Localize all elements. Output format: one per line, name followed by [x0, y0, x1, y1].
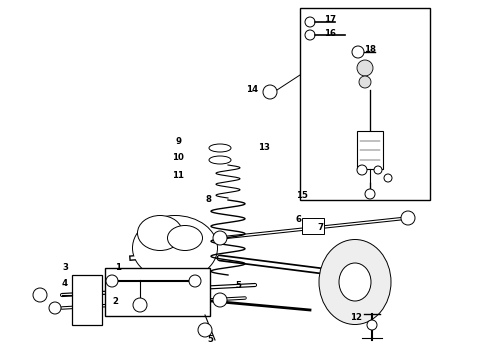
Bar: [105, 268, 210, 316]
Circle shape: [401, 211, 415, 225]
Circle shape: [133, 298, 147, 312]
Text: 17: 17: [324, 15, 336, 24]
Text: 2: 2: [112, 297, 118, 306]
Bar: [357, 131, 383, 169]
Ellipse shape: [339, 263, 371, 301]
Text: 13: 13: [258, 144, 270, 153]
Circle shape: [33, 288, 47, 302]
Text: 5: 5: [235, 280, 241, 289]
Circle shape: [367, 320, 377, 330]
Circle shape: [374, 166, 382, 174]
Text: 4: 4: [62, 279, 68, 288]
Text: 15: 15: [296, 192, 308, 201]
Text: 8: 8: [205, 195, 211, 204]
Circle shape: [49, 302, 61, 314]
Text: 3: 3: [62, 262, 68, 271]
Circle shape: [305, 30, 315, 40]
Ellipse shape: [138, 216, 182, 251]
Circle shape: [106, 275, 118, 287]
Circle shape: [189, 275, 201, 287]
Circle shape: [198, 323, 212, 337]
Ellipse shape: [209, 144, 231, 152]
Circle shape: [213, 231, 227, 245]
Circle shape: [357, 60, 373, 76]
Text: 9: 9: [175, 138, 181, 147]
Circle shape: [365, 189, 375, 199]
Text: 11: 11: [172, 171, 184, 180]
Ellipse shape: [319, 239, 391, 324]
Text: 5: 5: [207, 336, 213, 345]
Circle shape: [263, 85, 277, 99]
Text: 16: 16: [324, 30, 336, 39]
Bar: [300, 8, 430, 200]
Bar: [302, 218, 324, 234]
Text: 1: 1: [115, 264, 121, 273]
Text: 10: 10: [172, 153, 184, 162]
Ellipse shape: [209, 156, 231, 164]
Ellipse shape: [168, 225, 202, 251]
Text: 7: 7: [317, 224, 323, 233]
Text: 14: 14: [246, 85, 258, 94]
Text: 6: 6: [295, 216, 301, 225]
Text: 18: 18: [364, 45, 376, 54]
Circle shape: [384, 174, 392, 182]
Circle shape: [213, 293, 227, 307]
Circle shape: [305, 17, 315, 27]
Circle shape: [352, 46, 364, 58]
Circle shape: [357, 165, 367, 175]
Bar: [72, 275, 102, 325]
Circle shape: [359, 76, 371, 88]
Ellipse shape: [132, 216, 218, 280]
Text: 12: 12: [350, 314, 362, 323]
